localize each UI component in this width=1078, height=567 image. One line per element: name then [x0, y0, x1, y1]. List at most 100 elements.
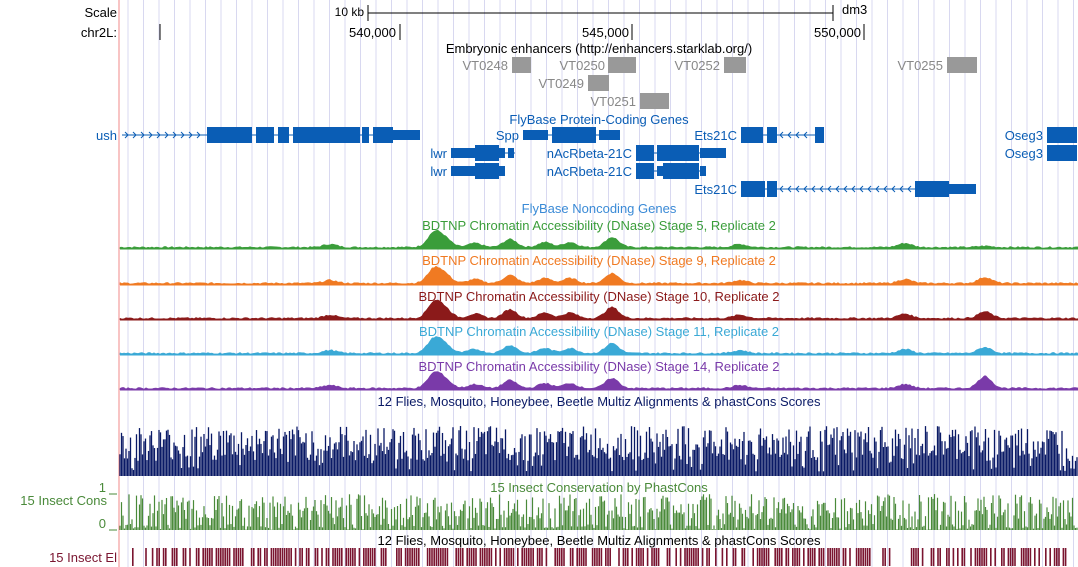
gene-label-lwr[interactable]: lwr	[430, 146, 447, 161]
gene-exon[interactable]	[657, 166, 664, 176]
gene-exon[interactable]	[362, 127, 369, 143]
gene-exon[interactable]	[915, 181, 949, 197]
conserved-element	[624, 548, 627, 566]
gene-exon[interactable]	[451, 148, 475, 158]
enhancer-vt0250[interactable]	[608, 57, 636, 73]
gene-label-oseg3-2[interactable]: Oseg3	[1005, 146, 1043, 161]
enhancer-label-vt0249: VT0249	[538, 76, 584, 91]
phastcons-side-label[interactable]: 15 Insect Cons	[20, 493, 107, 508]
conserved-element	[598, 548, 600, 566]
conserved-element	[932, 548, 935, 566]
conserved-element	[765, 548, 768, 566]
conserved-element	[283, 548, 286, 566]
gene-label-oseg3[interactable]: Oseg3	[1005, 128, 1043, 143]
gene-exon[interactable]	[523, 130, 548, 140]
gene-exon[interactable]	[949, 184, 976, 194]
enhancer-vt0251[interactable]	[640, 93, 669, 109]
elements-side-label[interactable]: 15 Insect El	[49, 550, 117, 565]
gene-label-ush[interactable]: ush	[96, 128, 117, 143]
conserved-element	[635, 548, 638, 566]
conserved-element	[523, 548, 526, 566]
gene-exon[interactable]	[499, 148, 505, 158]
gene-exon[interactable]	[451, 166, 475, 176]
gene-exon[interactable]	[393, 130, 420, 140]
conserved-element	[228, 548, 231, 566]
gene-label-ets21c-2[interactable]: Ets21C	[694, 182, 737, 197]
conserved-element	[486, 548, 488, 566]
strand-arrow	[124, 131, 129, 139]
conserved-element	[334, 548, 336, 566]
chrom-label: chr2L:	[81, 25, 117, 40]
enhancer-vt0252[interactable]	[724, 57, 746, 73]
conserved-element	[963, 548, 966, 566]
gene-exon[interactable]	[373, 127, 393, 143]
gene-exon[interactable]	[767, 127, 777, 143]
gene-exon[interactable]	[499, 166, 505, 176]
gene-exon[interactable]	[256, 127, 274, 143]
conserved-element	[484, 548, 486, 566]
conserved-element	[495, 548, 497, 566]
conserved-element	[1053, 548, 1056, 566]
conserved-element	[708, 548, 710, 566]
gene-exon[interactable]	[552, 127, 596, 143]
gene-exon[interactable]	[475, 145, 499, 161]
gene-exon[interactable]	[636, 163, 654, 179]
enhancer-vt0248[interactable]	[512, 57, 531, 73]
conserved-element	[281, 548, 284, 566]
conserved-element	[1001, 548, 1003, 566]
gene-exon[interactable]	[700, 166, 706, 176]
conserved-element	[1038, 548, 1040, 566]
gene-label-nacrbeta-21c[interactable]: nAcRbeta-21C	[547, 146, 632, 161]
conserved-element	[338, 548, 341, 566]
gene-exon[interactable]	[1047, 145, 1077, 161]
gene-label-ets21c[interactable]: Ets21C	[694, 128, 737, 143]
conserved-element	[237, 548, 240, 566]
strand-arrow	[907, 185, 912, 193]
conserved-element	[239, 548, 242, 566]
gene-label-nacrbeta-21c-2[interactable]: nAcRbeta-21C	[547, 164, 632, 179]
conserved-element	[651, 548, 653, 566]
enhancer-vt0249[interactable]	[588, 75, 609, 91]
conserved-element	[444, 548, 446, 566]
conserved-element	[983, 548, 985, 566]
gene-exon[interactable]	[599, 130, 620, 140]
conserved-element	[433, 548, 435, 566]
conserved-element	[580, 548, 583, 566]
multiz-track-title: 12 Flies, Mosquito, Honeybee, Beetle Mul…	[378, 394, 821, 409]
gene-exon[interactable]	[767, 181, 777, 197]
gene-exon[interactable]	[741, 181, 765, 197]
gene-exon[interactable]	[475, 163, 499, 179]
dnase-signal	[119, 371, 1078, 391]
gene-exon[interactable]	[1047, 127, 1077, 143]
gene-exon[interactable]	[663, 163, 699, 179]
gene-exon[interactable]	[815, 127, 824, 143]
coding-genes-track-title: FlyBase Protein-Coding Genes	[509, 112, 689, 127]
conserved-element	[756, 548, 759, 566]
gene-exon[interactable]	[741, 127, 763, 143]
conserved-element	[627, 548, 629, 566]
conserved-element	[855, 548, 858, 566]
gene-exon[interactable]	[293, 127, 360, 143]
gene-label-spp[interactable]: Spp	[496, 128, 519, 143]
conserved-element	[655, 548, 658, 566]
gene-exon[interactable]	[207, 127, 252, 143]
strand-arrow	[859, 185, 864, 193]
strand-arrow	[188, 131, 193, 139]
enhancer-vt0255[interactable]	[947, 57, 977, 73]
conserved-element	[666, 548, 669, 566]
conserved-element	[836, 548, 838, 566]
gene-exon[interactable]	[657, 145, 664, 161]
gene-exon[interactable]	[663, 145, 699, 161]
conserved-element	[1062, 548, 1065, 566]
dnase-stage10-title: BDTNP Chromatin Accessibility (DNase) St…	[418, 289, 779, 304]
conserved-element	[939, 548, 941, 566]
conserved-element	[827, 548, 829, 566]
conserved-element	[508, 548, 510, 566]
conserved-element	[646, 548, 649, 566]
gene-exon[interactable]	[700, 148, 726, 158]
gene-exon[interactable]	[636, 145, 654, 161]
gene-exon[interactable]	[278, 127, 289, 143]
gene-exon[interactable]	[508, 148, 514, 158]
gene-label-lwr-2[interactable]: lwr	[430, 164, 447, 179]
conserved-element	[176, 548, 178, 566]
